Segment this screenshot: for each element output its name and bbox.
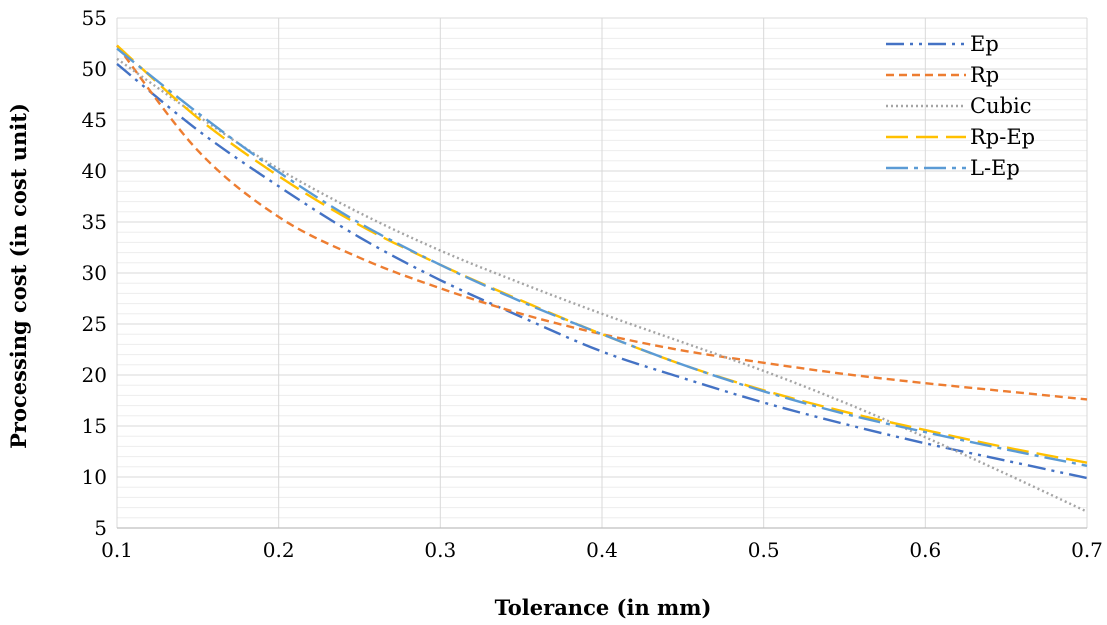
legend-label-rp: Rp: [970, 63, 999, 87]
y-tick-label: 35: [82, 210, 107, 234]
y-tick-label: 10: [82, 465, 107, 489]
legend-label-rp-ep: Rp-Ep: [970, 125, 1035, 149]
y-tick-label: 15: [82, 414, 107, 438]
x-axis-ticks: 0.1 0.2 0.3 0.4 0.5 0.6 0.7: [101, 538, 1103, 562]
legend-label-ep: Ep: [970, 32, 999, 56]
x-axis-title: Tolerance (in mm): [495, 595, 712, 620]
legend-label-l-ep: L-Ep: [970, 156, 1020, 180]
x-tick-label: 0.7: [1071, 538, 1103, 562]
y-axis-title: Processing cost (in cost unit): [6, 103, 31, 449]
x-tick-label: 0.2: [263, 538, 295, 562]
y-axis-ticks: 5 10 15 20 25 30 35 40 45 50 55: [82, 6, 107, 540]
series-line-l-ep: [116, 47, 1088, 467]
x-tick-label: 0.5: [748, 538, 780, 562]
y-tick-label: 5: [94, 516, 107, 540]
x-tick-label: 0.3: [424, 538, 456, 562]
y-tick-label: 50: [82, 57, 107, 81]
series-line-cubic: [116, 57, 1088, 513]
x-tick-label: 0.6: [909, 538, 941, 562]
y-tick-label: 45: [82, 108, 107, 132]
y-tick-label: 40: [82, 159, 107, 183]
x-tick-label: 0.4: [586, 538, 618, 562]
y-tick-label: 30: [82, 261, 107, 285]
series-line-ep: [116, 62, 1088, 480]
y-tick-label: 55: [82, 6, 107, 30]
series-line-rp-ep: [116, 44, 1088, 464]
y-tick-label: 25: [82, 312, 107, 336]
legend: Ep Rp Cubic Rp-Ep L-Ep: [886, 32, 1035, 180]
x-tick-label: 0.1: [101, 538, 133, 562]
y-tick-label: 20: [82, 363, 107, 387]
series-lines: [116, 44, 1088, 513]
grid-lines: [116, 17, 1088, 529]
legend-label-cubic: Cubic: [970, 94, 1032, 118]
